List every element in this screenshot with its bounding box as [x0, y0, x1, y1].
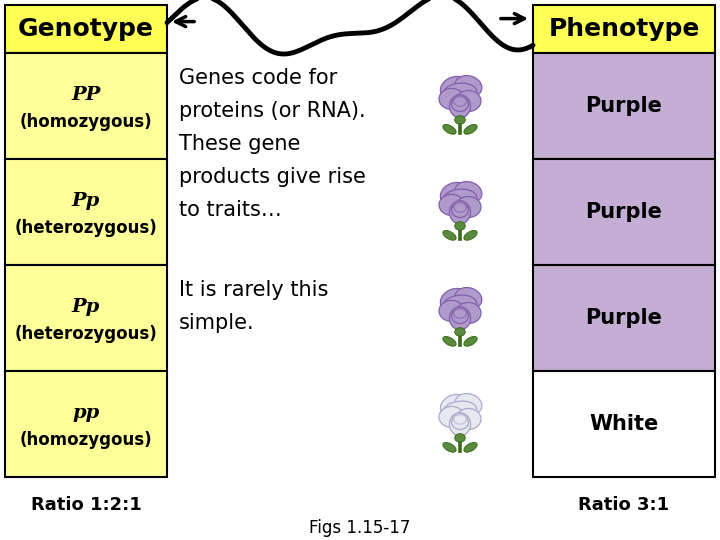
- Ellipse shape: [456, 197, 481, 218]
- FancyBboxPatch shape: [5, 53, 167, 159]
- Ellipse shape: [464, 336, 477, 346]
- Ellipse shape: [449, 307, 470, 330]
- FancyBboxPatch shape: [5, 371, 167, 477]
- Ellipse shape: [454, 414, 467, 424]
- Ellipse shape: [441, 183, 469, 206]
- FancyBboxPatch shape: [5, 265, 167, 371]
- FancyBboxPatch shape: [5, 159, 167, 265]
- Ellipse shape: [444, 189, 477, 208]
- Text: Purple: Purple: [585, 202, 662, 222]
- Ellipse shape: [455, 76, 482, 97]
- FancyBboxPatch shape: [533, 159, 715, 265]
- Text: proteins (or RNA).: proteins (or RNA).: [179, 101, 366, 121]
- Ellipse shape: [443, 336, 456, 346]
- FancyBboxPatch shape: [533, 265, 715, 371]
- Ellipse shape: [449, 413, 470, 436]
- Ellipse shape: [455, 116, 465, 124]
- Ellipse shape: [451, 415, 469, 429]
- FancyBboxPatch shape: [533, 5, 715, 53]
- Text: Purple: Purple: [585, 96, 662, 116]
- Ellipse shape: [443, 442, 456, 452]
- Ellipse shape: [443, 125, 456, 134]
- FancyBboxPatch shape: [5, 5, 167, 53]
- Text: pp: pp: [73, 404, 99, 422]
- Ellipse shape: [455, 394, 482, 415]
- Text: These gene: These gene: [179, 134, 300, 154]
- Ellipse shape: [456, 302, 481, 323]
- Ellipse shape: [444, 295, 477, 314]
- Text: (heterozygous): (heterozygous): [14, 325, 158, 343]
- Ellipse shape: [456, 408, 481, 429]
- Text: Genes code for: Genes code for: [179, 68, 337, 88]
- Ellipse shape: [449, 201, 470, 224]
- Ellipse shape: [454, 202, 467, 212]
- Ellipse shape: [439, 194, 464, 215]
- Ellipse shape: [449, 94, 470, 118]
- Text: White: White: [590, 414, 659, 434]
- Text: PP: PP: [71, 86, 101, 104]
- Ellipse shape: [455, 181, 482, 203]
- Ellipse shape: [451, 97, 469, 111]
- Text: simple.: simple.: [179, 313, 255, 333]
- Ellipse shape: [439, 407, 464, 427]
- Ellipse shape: [441, 77, 469, 100]
- Ellipse shape: [444, 401, 477, 420]
- Ellipse shape: [439, 300, 464, 321]
- Ellipse shape: [464, 125, 477, 134]
- Ellipse shape: [464, 231, 477, 240]
- FancyBboxPatch shape: [533, 53, 715, 159]
- Ellipse shape: [455, 434, 465, 442]
- Text: Ratio 3:1: Ratio 3:1: [578, 496, 670, 514]
- Ellipse shape: [439, 89, 464, 110]
- Ellipse shape: [456, 91, 481, 111]
- Ellipse shape: [454, 96, 467, 106]
- Ellipse shape: [455, 328, 465, 336]
- Text: Pp: Pp: [72, 192, 100, 211]
- Text: Pp: Pp: [72, 299, 100, 316]
- FancyBboxPatch shape: [533, 371, 715, 477]
- Text: Figs 1.15-17: Figs 1.15-17: [310, 519, 410, 537]
- Ellipse shape: [451, 309, 469, 323]
- Ellipse shape: [454, 308, 467, 318]
- Ellipse shape: [444, 83, 477, 102]
- Text: Ratio 1:2:1: Ratio 1:2:1: [31, 496, 141, 514]
- Text: Genotype: Genotype: [18, 17, 154, 41]
- Text: products give rise: products give rise: [179, 167, 366, 187]
- Ellipse shape: [455, 222, 465, 230]
- Text: to traits…: to traits…: [179, 200, 282, 220]
- Ellipse shape: [451, 203, 469, 218]
- Text: (homozygous): (homozygous): [19, 113, 153, 131]
- Text: Phenotype: Phenotype: [549, 17, 700, 41]
- Text: It is rarely this: It is rarely this: [179, 280, 328, 300]
- Ellipse shape: [464, 442, 477, 452]
- Ellipse shape: [441, 288, 469, 312]
- Text: Purple: Purple: [585, 308, 662, 328]
- Ellipse shape: [443, 231, 456, 240]
- Ellipse shape: [441, 394, 469, 418]
- Ellipse shape: [455, 288, 482, 309]
- Text: (homozygous): (homozygous): [19, 431, 153, 449]
- Text: (heterozygous): (heterozygous): [14, 219, 158, 237]
